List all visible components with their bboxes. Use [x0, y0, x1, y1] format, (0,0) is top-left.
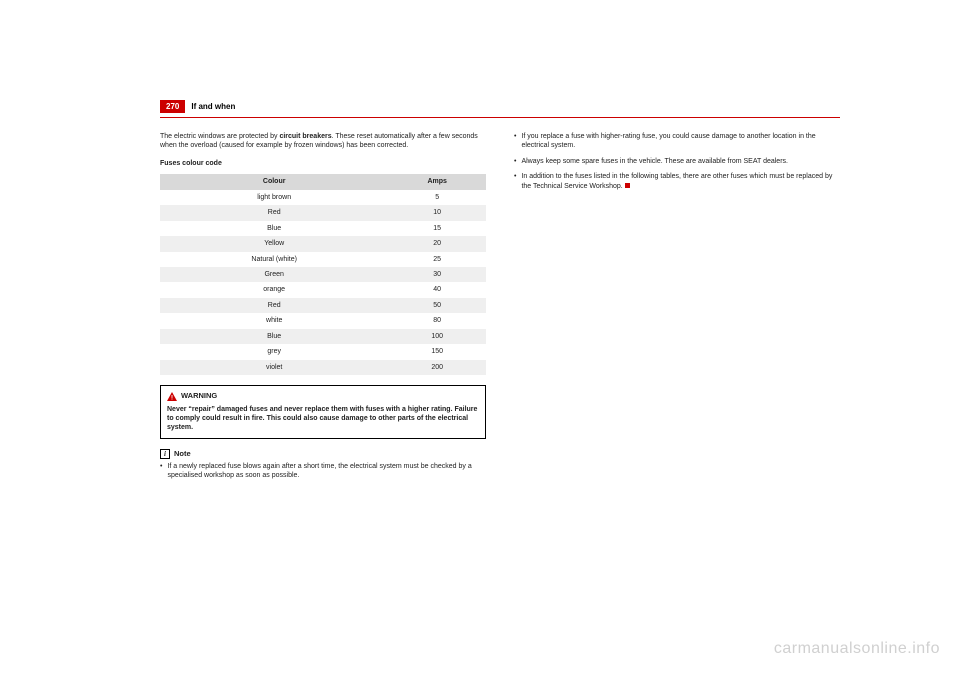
bullet-dot: •: [514, 132, 516, 151]
manual-page: 270 If and when The electric windows are…: [160, 100, 840, 486]
table-row: white80: [160, 313, 486, 328]
watermark-text: carmanualsonline.info: [774, 640, 940, 658]
left-column: The electric windows are protected by ci…: [160, 132, 486, 486]
table-row: Yellow20: [160, 236, 486, 251]
bullet-text: If you replace a fuse with higher-rating…: [521, 132, 840, 151]
page-header: 270 If and when: [160, 100, 840, 113]
note-title: Note: [174, 449, 191, 459]
table-header-row: Colour Amps: [160, 174, 486, 189]
warning-header: ! WARNING: [167, 391, 479, 401]
right-bullet-2: • Always keep some spare fuses in the ve…: [514, 157, 840, 166]
table-row: Green30: [160, 267, 486, 282]
table-row: violet200: [160, 360, 486, 375]
right-bullet-3: • In addition to the fuses listed in the…: [514, 172, 840, 191]
note-header: i Note: [160, 449, 486, 459]
intro-text-a: The electric windows are protected by: [160, 133, 279, 140]
warning-text: Never “repair” damaged fuses and never r…: [167, 405, 479, 432]
warning-box: ! WARNING Never “repair” damaged fuses a…: [160, 385, 486, 439]
table-row: Red10: [160, 205, 486, 220]
col-amps: Amps: [388, 174, 486, 189]
fuses-subhead: Fuses colour code: [160, 159, 486, 168]
bullet-text: In addition to the fuses listed in the f…: [521, 172, 840, 191]
section-title: If and when: [191, 102, 235, 111]
table-row: Red50: [160, 298, 486, 313]
page-number-badge: 270: [160, 100, 185, 113]
table-row: grey150: [160, 344, 486, 359]
table-row: Blue100: [160, 329, 486, 344]
note-bullet-text: If a newly replaced fuse blows again aft…: [167, 462, 486, 481]
info-icon: i: [160, 449, 170, 459]
table-row: orange40: [160, 282, 486, 297]
content-columns: The electric windows are protected by ci…: [160, 132, 840, 486]
right-bullet-1: • If you replace a fuse with higher-rati…: [514, 132, 840, 151]
table-row: Natural (white)25: [160, 252, 486, 267]
bullet-dot: •: [514, 157, 516, 166]
table-row: light brown5: [160, 190, 486, 205]
bullet-dot: •: [514, 172, 516, 191]
bullet-text: Always keep some spare fuses in the vehi…: [521, 157, 788, 166]
bullet-dot: •: [160, 462, 162, 481]
warning-title: WARNING: [181, 391, 217, 401]
fuse-colour-table: Colour Amps light brown5 Red10 Blue15 Ye…: [160, 174, 486, 375]
header-rule: [160, 117, 840, 118]
end-square-icon: [625, 183, 630, 188]
right-column: • If you replace a fuse with higher-rati…: [514, 132, 840, 486]
intro-bold: circuit breakers: [279, 133, 331, 140]
table-row: Blue15: [160, 221, 486, 236]
intro-paragraph: The electric windows are protected by ci…: [160, 132, 486, 151]
svg-text:!: !: [171, 395, 173, 401]
note-bullet: • If a newly replaced fuse blows again a…: [160, 462, 486, 481]
warning-triangle-icon: !: [167, 392, 177, 401]
col-colour: Colour: [160, 174, 388, 189]
